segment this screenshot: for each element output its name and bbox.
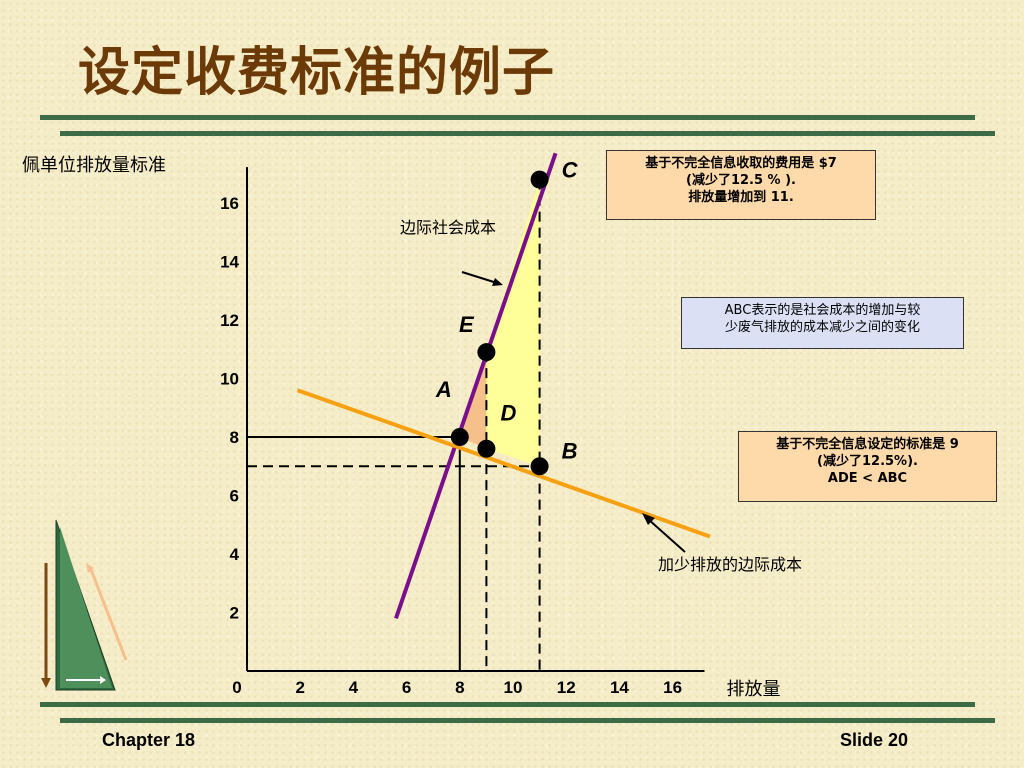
- point-label-b: B: [562, 438, 578, 463]
- x-tick-label: 4: [349, 678, 359, 697]
- abc-note-line-1: ABC表示的是社会成本的增加与较: [724, 303, 921, 318]
- marginal-abatement-cost-line: [296, 388, 711, 539]
- fee-note-line-2: (减少了12.5 % ).: [686, 173, 796, 188]
- x-tick-label: 10: [504, 678, 523, 697]
- point-label-d: D: [500, 401, 516, 426]
- y-tick-label: 4: [230, 545, 240, 564]
- footer-slide-number: Slide 20: [840, 730, 909, 750]
- msc-pointer-arrowhead: [492, 278, 503, 286]
- point-labels: A D B E C: [435, 158, 579, 464]
- x-tick-label: 14: [610, 678, 629, 697]
- point-c: [530, 170, 549, 189]
- point-d: [477, 439, 496, 458]
- x-tick-label: 2: [295, 678, 304, 697]
- msc-pointer-arrow: [461, 271, 498, 284]
- y-tick-label: 6: [230, 487, 239, 506]
- fee-note-line-1: 基于不完全信息收取的费用是 $7: [645, 156, 837, 171]
- x-tick-label: 6: [402, 678, 411, 697]
- title-rule-top: [40, 115, 975, 120]
- y-tick-label: 8: [230, 428, 239, 447]
- abc-note-box: ABC表示的是社会成本的增加与较 少废气排放的成本减少之间的变化: [681, 297, 964, 349]
- point-e: [477, 343, 496, 362]
- fee-note-box: 基于不完全信息收取的费用是 $7 (减少了12.5 % ). 排放量增加到 11…: [606, 150, 876, 220]
- marginal-social-cost-line: [394, 152, 558, 619]
- footer-chapter: Chapter 18: [102, 730, 196, 750]
- y-tick-label: 12: [220, 311, 239, 330]
- axes: [246, 167, 705, 672]
- footer-rule-bottom: [60, 718, 995, 723]
- slide-decoration-icon: [41, 519, 128, 691]
- title-rule-bottom: [60, 131, 995, 136]
- data-points: [450, 170, 549, 476]
- y-tick-label: 14: [220, 253, 239, 272]
- x-axis-title: 排放量: [727, 679, 781, 700]
- y-axis-title: 佩单位排放量标准: [22, 155, 166, 176]
- mca-pointer-arrowhead: [642, 513, 655, 525]
- standard-note-line-3: ADE < ABC: [827, 471, 908, 486]
- guide-lines: [247, 179, 541, 671]
- mca-pointer-arrow: [647, 518, 686, 553]
- grid: [299, 159, 674, 671]
- slide-title: 设定收费标准的例子: [78, 42, 556, 103]
- x-tick-label: 16: [663, 678, 682, 697]
- series-lines: [296, 152, 711, 619]
- point-label-e: E: [459, 312, 475, 337]
- triangle-ebc: [486, 179, 540, 467]
- marginal-abatement-cost-label: 加少排放的边际成本: [658, 555, 802, 574]
- y-tick-label: 10: [220, 370, 239, 389]
- y-tick-label: 16: [220, 194, 239, 213]
- x-tick-label: 8: [455, 678, 464, 697]
- fee-note-line-3: 排放量增加到 11.: [688, 190, 794, 205]
- abc-note-line-2: 少废气排放的成本减少之间的变化: [724, 320, 920, 335]
- standard-note-box: 基于不完全信息设定的标准是 9 (减少了12.5%). ADE < ABC: [738, 431, 997, 502]
- footer-rule-top: [40, 702, 975, 707]
- x-tick-label: 0: [232, 678, 241, 697]
- point-a: [450, 428, 469, 446]
- x-tick-label: 12: [557, 678, 576, 697]
- point-label-a: A: [435, 377, 452, 402]
- standard-note-line-1: 基于不完全信息设定的标准是 9: [776, 437, 959, 452]
- point-label-c: C: [562, 158, 579, 183]
- standard-note-line-2: (减少了12.5%).: [817, 454, 918, 469]
- marginal-social-cost-label: 边际社会成本: [400, 218, 496, 237]
- point-b: [530, 457, 549, 476]
- y-tick-label: 2: [230, 604, 239, 623]
